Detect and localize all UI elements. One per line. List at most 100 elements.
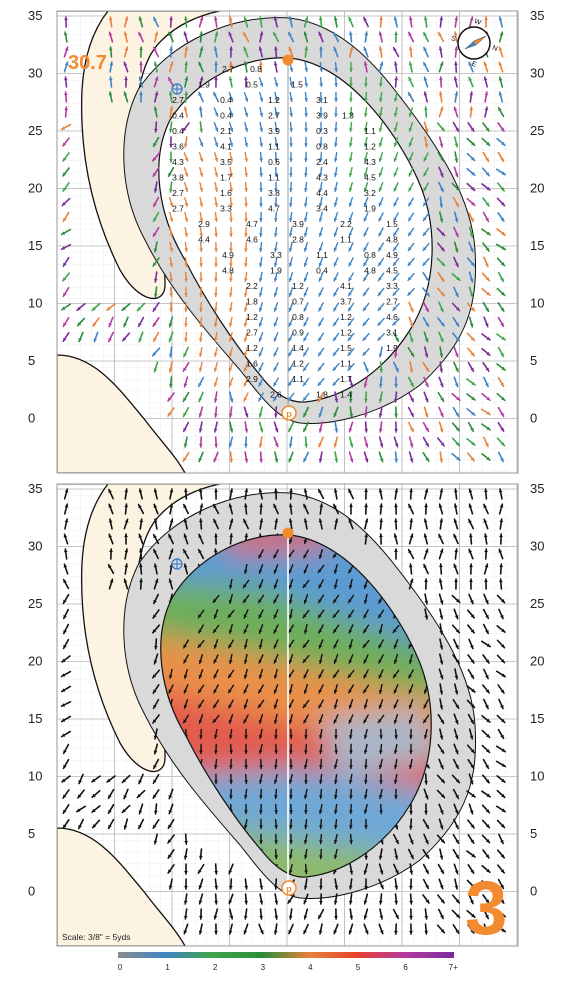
- y-tick-label: 25: [530, 123, 544, 138]
- slope-value: 3.6: [172, 142, 184, 152]
- slope-value: 0.5: [246, 80, 258, 90]
- slope-value: 4.8: [222, 266, 234, 276]
- y-tick-label: 15: [530, 238, 544, 253]
- slope-value: 1.9: [386, 343, 398, 353]
- y-tick-label: 35: [530, 8, 544, 23]
- legend-color-bar: [118, 952, 454, 958]
- slope-value: 4.9: [386, 250, 398, 260]
- slope-value: 1.3: [342, 111, 354, 121]
- slope-value: 4.4: [316, 188, 328, 198]
- slope-value: 1.6: [220, 188, 232, 198]
- y-tick-label: 10: [530, 296, 544, 311]
- slope-value: 1.1: [268, 173, 280, 183]
- slope-value: 1.4: [340, 390, 352, 400]
- legend-tick-label: 7+: [449, 963, 458, 972]
- y-tick-label: 15: [28, 711, 42, 726]
- slope-value: 0.4: [220, 111, 232, 121]
- y-tick-label: 15: [28, 238, 42, 253]
- legend-tick-label: 6: [403, 963, 408, 972]
- y-tick-label: 20: [530, 181, 544, 196]
- slope-value: 2.7: [268, 111, 280, 121]
- y-tick-label: 15: [530, 711, 544, 726]
- slope-value: 1.1: [340, 235, 352, 245]
- y-tick-label: 0: [28, 411, 35, 426]
- slope-value: 1.5: [340, 343, 352, 353]
- slope-value: 0.4: [220, 95, 232, 105]
- slope-value: 4.3: [364, 157, 376, 167]
- sprinkler-head-icon: [172, 84, 182, 94]
- slope-value: 4.6: [246, 235, 258, 245]
- slope-value: 1.1: [268, 142, 280, 152]
- slope-value: 3.9: [316, 111, 328, 121]
- slope-value: 4.1: [220, 142, 232, 152]
- slope-value: 4.5: [386, 266, 398, 276]
- slope-value: 4.3: [316, 173, 328, 183]
- slope-value: 0.4: [172, 126, 184, 136]
- pin-marker-bottom: [283, 528, 294, 539]
- y-tick-label: 5: [530, 353, 537, 368]
- slope-value: 3.9: [292, 219, 304, 229]
- slope-value: 1.9: [270, 266, 282, 276]
- slope-value: 1.1: [316, 250, 328, 260]
- slope-value: 1.2: [364, 142, 376, 152]
- slope-value: 3.8: [172, 173, 184, 183]
- slope-value: 3.3: [220, 204, 232, 214]
- y-tick-label: 30: [530, 66, 544, 81]
- slope-value: 3.7: [340, 297, 352, 307]
- y-tick-label: 5: [28, 353, 35, 368]
- slope-value: 0.8: [364, 250, 376, 260]
- legend-tick-label: 4: [308, 963, 313, 972]
- slope-value: 2.7: [222, 64, 234, 74]
- y-tick-label: 10: [28, 296, 42, 311]
- y-tick-label: 20: [28, 181, 42, 196]
- slope-value: 2.1: [220, 126, 232, 136]
- y-tick-label: 30: [28, 539, 42, 554]
- slope-value: 1.2: [292, 359, 304, 369]
- slope-value: 1.2: [340, 328, 352, 338]
- slope-value: 2.7: [172, 188, 184, 198]
- svg-text:p: p: [286, 409, 292, 419]
- slope-value: 4.3: [172, 157, 184, 167]
- slope-value: 1.6: [246, 359, 258, 369]
- slope-value: 2.2: [340, 219, 352, 229]
- y-tick-label: 30: [530, 539, 544, 554]
- legend-tick-label: 3: [261, 963, 266, 972]
- slope-value: 3.3: [386, 281, 398, 291]
- slope-value: 2.7: [172, 204, 184, 214]
- slope-value: 3.1: [386, 328, 398, 338]
- y-tick-label: 10: [530, 769, 544, 784]
- y-tick-label: 35: [28, 481, 42, 496]
- slope-value: 4.4: [198, 235, 210, 245]
- scale-note: Scale: 3/8" = 5yds: [62, 932, 130, 942]
- slope-value: 4.9: [222, 250, 234, 260]
- slope-value: 3.5: [220, 157, 232, 167]
- slope-value: 1.1: [292, 374, 304, 384]
- slope-value: 2.6: [270, 390, 282, 400]
- slope-value: 1.2: [340, 312, 352, 322]
- slope-value: 2.7: [386, 297, 398, 307]
- slope-value: 4.7: [246, 219, 258, 229]
- y-tick-label: 20: [530, 654, 544, 669]
- slope-value: 1.9: [364, 204, 376, 214]
- pin-distance-label: 30.7: [68, 52, 107, 74]
- slope-value: 3.8: [268, 188, 280, 198]
- slope-value: 2.9: [246, 374, 258, 384]
- y-tick-label: 10: [28, 769, 42, 784]
- slope-value: 0.6: [268, 157, 280, 167]
- slope-value: 1.8: [316, 390, 328, 400]
- y-tick-label: 25: [28, 596, 42, 611]
- slope-value: 1.2: [246, 312, 258, 322]
- slope-value: 1.9: [198, 80, 210, 90]
- legend-tick-label: 5: [356, 963, 361, 972]
- slope-value: 4.7: [268, 204, 280, 214]
- slope-value: 1.1: [340, 359, 352, 369]
- slope-value: 3.2: [364, 188, 376, 198]
- slope-value: 1.7: [220, 173, 232, 183]
- slope-value: 0.8: [316, 142, 328, 152]
- slope-value: 4.5: [364, 173, 376, 183]
- slope-value: 4.8: [364, 266, 376, 276]
- slope-value: 4.1: [340, 281, 352, 291]
- y-tick-label: 20: [28, 654, 42, 669]
